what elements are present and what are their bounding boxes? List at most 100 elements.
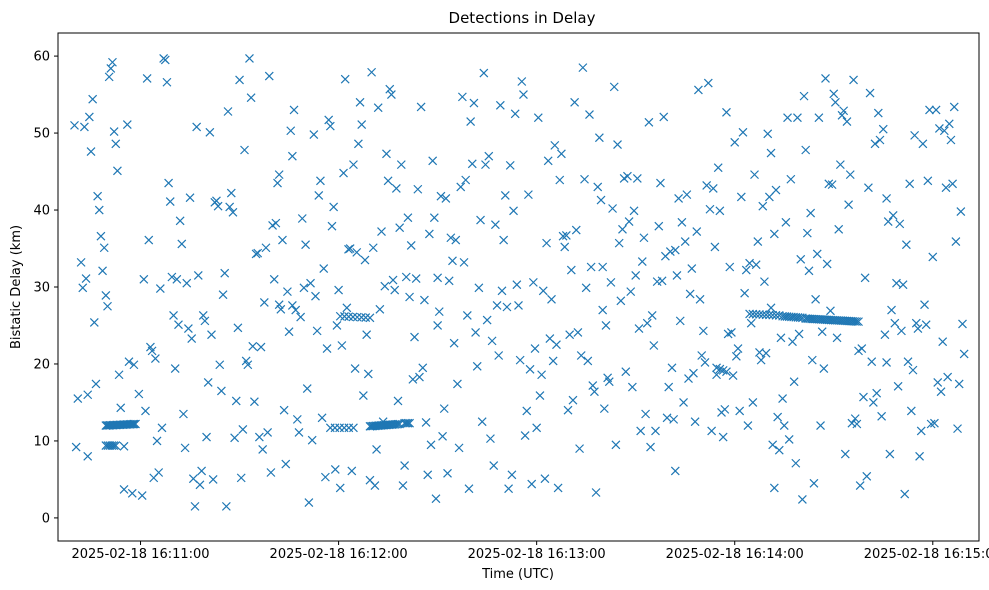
data-point bbox=[799, 91, 809, 101]
data-point bbox=[112, 166, 122, 176]
y-tick-label: 50 bbox=[33, 127, 50, 142]
data-point bbox=[931, 105, 941, 115]
data-point bbox=[408, 374, 418, 384]
data-point bbox=[598, 262, 608, 272]
data-point bbox=[147, 346, 157, 356]
y-axis-label: Bistatic Delay (km) bbox=[9, 225, 24, 349]
data-point bbox=[449, 338, 459, 348]
data-point bbox=[880, 330, 890, 340]
data-point bbox=[459, 257, 469, 267]
data-point bbox=[245, 53, 254, 63]
data-point bbox=[393, 396, 403, 406]
data-point bbox=[179, 409, 188, 419]
data-point bbox=[273, 178, 282, 188]
data-point bbox=[745, 309, 754, 319]
data-point bbox=[797, 495, 807, 504]
data-point bbox=[221, 501, 231, 511]
data-point bbox=[466, 117, 476, 126]
data-point bbox=[238, 424, 248, 434]
data-point bbox=[606, 277, 616, 287]
data-point bbox=[472, 361, 482, 371]
data-point bbox=[294, 428, 304, 437]
data-point bbox=[563, 405, 573, 415]
data-point bbox=[712, 370, 721, 380]
data-point bbox=[361, 313, 371, 322]
data-point bbox=[926, 419, 936, 429]
data-point bbox=[405, 292, 414, 302]
data-point bbox=[111, 441, 121, 450]
data-point bbox=[944, 119, 954, 129]
data-point bbox=[208, 474, 218, 484]
data-point bbox=[726, 327, 736, 337]
data-point bbox=[736, 192, 746, 202]
data-point bbox=[107, 441, 117, 450]
data-point bbox=[292, 414, 302, 424]
data-point bbox=[320, 472, 330, 482]
data-point bbox=[481, 160, 490, 170]
data-point bbox=[349, 160, 358, 170]
data-point bbox=[525, 364, 535, 374]
data-point bbox=[388, 275, 398, 285]
data-point bbox=[365, 313, 375, 323]
data-point bbox=[713, 163, 723, 173]
data-point bbox=[271, 218, 281, 228]
data-point bbox=[590, 387, 599, 397]
data-point bbox=[768, 440, 778, 450]
data-point bbox=[215, 360, 225, 370]
data-point bbox=[888, 210, 898, 220]
data-point bbox=[287, 301, 297, 310]
data-point bbox=[913, 324, 923, 333]
data-point bbox=[216, 386, 226, 396]
data-point bbox=[532, 423, 542, 433]
data-point bbox=[360, 255, 370, 265]
data-point bbox=[702, 180, 712, 190]
data-point bbox=[124, 357, 134, 367]
data-point bbox=[540, 474, 550, 484]
data-point bbox=[543, 156, 553, 166]
data-point bbox=[96, 231, 106, 241]
data-point bbox=[352, 312, 362, 322]
data-point bbox=[487, 336, 497, 346]
data-point bbox=[908, 365, 918, 375]
x-tick-label: 2025-02-18 16:14:00 bbox=[666, 547, 804, 562]
data-point bbox=[745, 258, 754, 268]
data-point bbox=[198, 311, 208, 320]
data-point bbox=[246, 93, 256, 103]
data-point bbox=[901, 240, 911, 250]
data-point bbox=[456, 182, 466, 192]
data-point bbox=[344, 312, 354, 322]
data-point bbox=[396, 160, 406, 170]
data-point bbox=[370, 481, 380, 491]
data-point bbox=[548, 356, 558, 366]
data-point bbox=[177, 239, 187, 249]
data-point bbox=[538, 286, 548, 296]
data-point bbox=[776, 333, 786, 343]
data-point bbox=[764, 192, 774, 202]
data-point bbox=[197, 466, 207, 476]
data-point bbox=[192, 122, 202, 132]
data-point bbox=[415, 372, 424, 382]
data-point bbox=[274, 170, 284, 180]
data-point bbox=[611, 440, 621, 450]
data-point bbox=[129, 419, 139, 429]
data-point bbox=[337, 341, 347, 350]
data-point bbox=[665, 247, 675, 257]
data-point bbox=[243, 360, 253, 370]
data-point bbox=[362, 330, 372, 340]
data-point bbox=[685, 289, 695, 299]
data-point bbox=[809, 478, 819, 488]
data-point bbox=[223, 107, 233, 116]
data-point bbox=[794, 329, 804, 339]
data-point bbox=[512, 280, 522, 290]
data-point bbox=[269, 274, 279, 284]
data-point bbox=[486, 434, 495, 444]
x-axis-label: Time (UTC) bbox=[481, 567, 554, 582]
data-point bbox=[656, 178, 665, 188]
data-point bbox=[553, 483, 563, 493]
data-point bbox=[492, 301, 502, 310]
data-point bbox=[251, 249, 261, 259]
data-point bbox=[193, 271, 203, 280]
data-point bbox=[690, 417, 700, 427]
data-point bbox=[500, 190, 510, 200]
data-point bbox=[373, 103, 383, 113]
